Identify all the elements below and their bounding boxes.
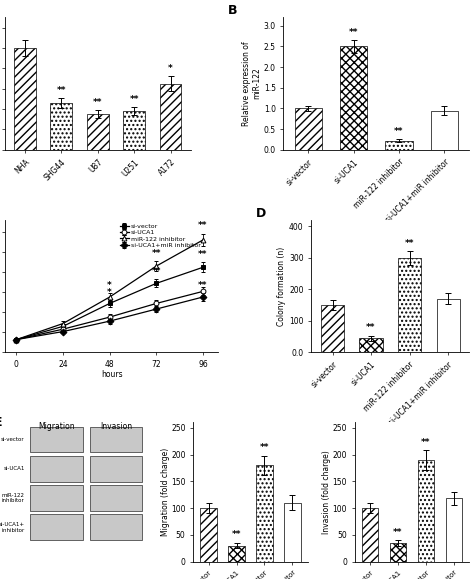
Bar [90, 456, 142, 482]
Text: B: B [228, 4, 237, 17]
Bar [398, 258, 421, 353]
Text: miR-122
inhibitor: miR-122 inhibitor [1, 493, 25, 503]
Text: D: D [256, 207, 266, 219]
Bar [30, 427, 82, 452]
Text: **: ** [405, 239, 414, 248]
Text: si-vector: si-vector [1, 437, 25, 442]
Text: *: * [168, 64, 173, 73]
Text: **: ** [260, 443, 269, 452]
Bar [295, 108, 322, 150]
Bar [228, 545, 245, 562]
Bar [359, 338, 383, 353]
Bar [30, 485, 82, 511]
Bar [160, 83, 182, 150]
Y-axis label: Invasion (fold charge): Invasion (fold charge) [322, 450, 331, 534]
Y-axis label: Colony formation (n): Colony formation (n) [277, 247, 286, 326]
Text: Migration: Migration [38, 423, 75, 431]
Bar [90, 485, 142, 511]
Bar [390, 543, 406, 562]
Text: **: ** [129, 95, 139, 104]
Bar [385, 141, 412, 150]
Bar [446, 499, 462, 562]
Text: **: ** [152, 249, 161, 258]
Bar [87, 114, 109, 150]
Bar [418, 460, 434, 562]
Text: **: ** [393, 527, 403, 537]
Bar [90, 427, 142, 452]
Bar [284, 503, 301, 562]
Text: si-UCA1: si-UCA1 [3, 466, 25, 471]
Text: **: ** [366, 324, 376, 332]
Bar [30, 456, 82, 482]
Bar [256, 466, 273, 562]
Bar [437, 299, 460, 353]
Text: E: E [0, 416, 2, 428]
Legend: si-vector, si-UCA1, miR-122 inhibitor, si-UCA1+miR inhibitor: si-vector, si-UCA1, miR-122 inhibitor, s… [119, 223, 201, 248]
Text: **: ** [198, 281, 208, 290]
Bar [200, 508, 217, 562]
Text: **: ** [152, 267, 161, 276]
Text: *: * [107, 281, 112, 290]
Text: si-UCA1+
miR inhibitor: si-UCA1+ miR inhibitor [0, 522, 25, 533]
Y-axis label: Relative expression of
miR-122: Relative expression of miR-122 [242, 41, 261, 126]
Text: **: ** [349, 28, 358, 37]
Text: **: ** [198, 221, 208, 230]
Bar [123, 111, 145, 150]
Bar [50, 103, 72, 150]
Bar [340, 46, 367, 150]
Text: **: ** [56, 86, 66, 94]
Bar [362, 508, 378, 562]
Bar [14, 48, 36, 150]
Bar [90, 514, 142, 540]
X-axis label: hours: hours [101, 371, 122, 379]
Text: **: ** [394, 127, 404, 136]
Bar [30, 514, 82, 540]
Y-axis label: Migration (fold charge): Migration (fold charge) [161, 448, 170, 536]
Text: **: ** [421, 438, 431, 447]
Text: **: ** [93, 98, 102, 107]
Bar [321, 305, 344, 353]
Text: *: * [107, 288, 112, 297]
Text: **: ** [232, 530, 241, 540]
Bar [431, 111, 458, 150]
Text: **: ** [198, 250, 208, 259]
Text: Invasion: Invasion [100, 423, 132, 431]
